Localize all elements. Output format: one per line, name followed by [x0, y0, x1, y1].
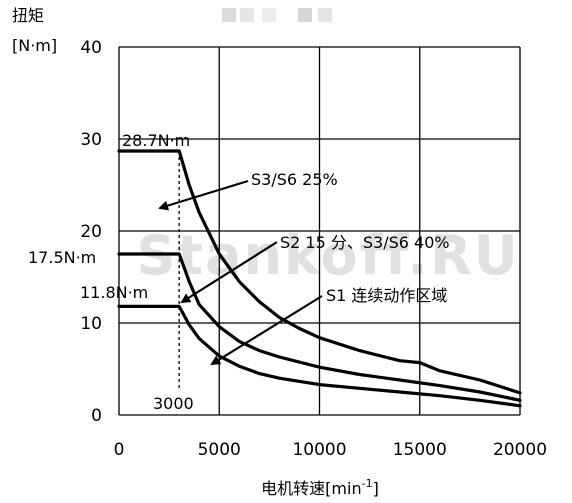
series-line-0	[117, 149, 522, 395]
series-layer	[117, 149, 522, 408]
annotation-label-s1: S1 连续动作区域	[326, 286, 447, 305]
arrow-s1	[210, 295, 323, 366]
annotation-label-s3: S3/S6 25%	[251, 170, 338, 189]
y-tick-label: 20	[80, 222, 102, 242]
annotation-base-speed: 3000	[153, 394, 194, 413]
y-tick-label: 40	[80, 38, 102, 58]
y-axis-label: 扭矩	[12, 6, 44, 25]
grid	[118, 46, 521, 416]
series-line-1	[117, 252, 522, 402]
annotation-value-s1: 11.8N·m	[80, 283, 148, 302]
y-tick-label: 10	[80, 314, 102, 334]
x-tick-label: 10000	[292, 440, 346, 460]
x-tick-label: 20000	[493, 440, 547, 460]
x-tick-label: 0	[114, 440, 125, 460]
x-axis-label: 电机转速[min-1]	[261, 477, 379, 498]
header-blur	[222, 8, 332, 22]
annotation-value-s3: 28.7N·m	[122, 131, 190, 150]
annotation-value-s2: 17.5N·m	[28, 248, 96, 267]
arrow-s2	[180, 241, 278, 304]
watermark: Stankoff.RU	[136, 224, 519, 287]
x-tick-label: 15000	[393, 440, 447, 460]
y-axis-unit: [N·m]	[12, 36, 57, 55]
arrow-s3	[158, 179, 249, 211]
x-tick-label: 5000	[198, 440, 241, 460]
annotation-layer	[158, 150, 323, 388]
series-line-2	[117, 304, 522, 408]
y-tick-label: 30	[80, 130, 102, 150]
annotation-label-s2: S2 15 分、S3/S6 40%	[280, 233, 450, 252]
ticks-layer: 0 5000 10000 15000 20000 0 10 20 30 40	[80, 38, 547, 460]
y-tick-label: 0	[91, 406, 102, 426]
